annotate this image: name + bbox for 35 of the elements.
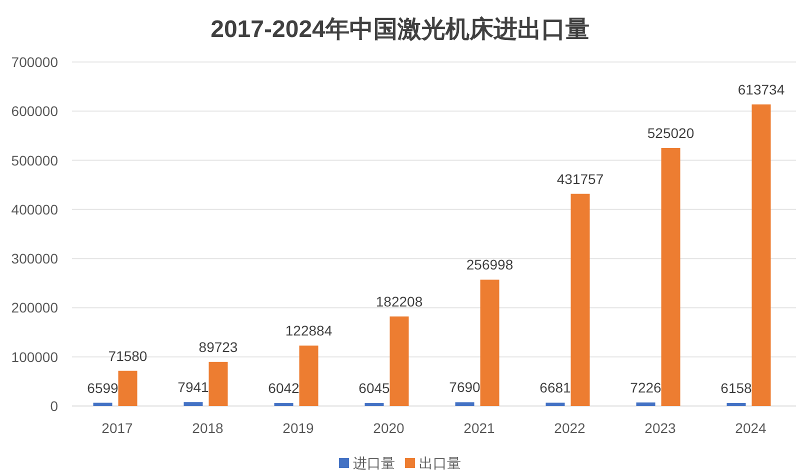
data-label: 71580 [108,348,148,364]
data-label: 6045 [358,380,390,396]
xtick-label: 2023 [644,420,676,436]
ytick-label: 500000 [11,152,58,168]
legend-label: 出口量 [419,455,461,471]
xtick-label: 2024 [735,420,766,436]
ytick-label: 300000 [11,250,58,267]
data-label: 613734 [738,81,785,98]
legend-label: 进口量 [353,455,395,471]
ytick-label: 0 [50,398,58,414]
data-label: 7226 [630,379,662,396]
data-label: 256998 [466,256,514,273]
data-label: 6158 [720,380,752,396]
data-label: 89723 [198,338,238,355]
xtick-label: 2019 [282,420,314,436]
data-label: 6599 [87,380,118,396]
ytick-label: 200000 [11,300,58,316]
data-label: 6042 [268,380,300,396]
xtick-label: 2020 [373,420,404,436]
data-label: 6681 [540,380,571,396]
data-label: 7941 [178,379,209,396]
xtick-label: 2022 [554,420,586,436]
data-label: 182208 [376,293,423,310]
ytick-label: 100000 [11,348,58,365]
data-label: 7690 [449,379,480,396]
data-label: 122884 [285,322,332,339]
ytick-label: 400000 [11,201,58,218]
ytick-label: 700000 [11,54,58,70]
ytick-label: 600000 [11,103,58,120]
title: 2017-2024年中国激光机床进出口量 [210,16,590,43]
data-label: 525020 [647,125,694,141]
xtick-label: 2017 [102,420,133,436]
xtick-label: 2018 [192,420,224,436]
xtick-label: 2021 [464,420,495,436]
data-label: 431757 [556,170,604,187]
